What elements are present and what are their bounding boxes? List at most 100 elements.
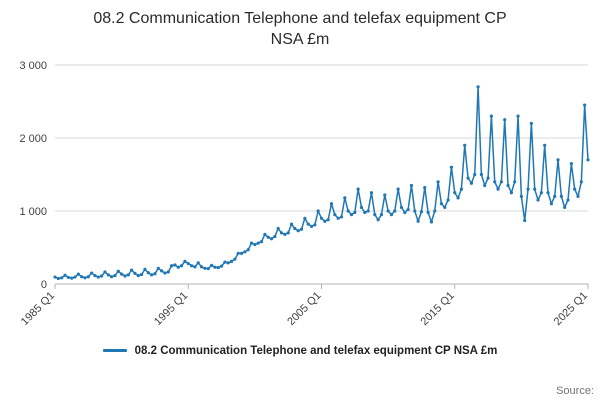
y-tick-label: 3 000 (19, 60, 47, 72)
data-point (366, 208, 370, 213)
chart-title-line-2: NSA £m (270, 30, 330, 48)
data-point (543, 143, 547, 147)
data-point (140, 272, 144, 276)
data-point (136, 273, 140, 277)
data-point (316, 208, 320, 213)
y-tick-label: 0 (41, 279, 47, 291)
data-point (566, 198, 570, 202)
data-point (289, 222, 294, 226)
data-point (423, 185, 427, 189)
data-point (286, 230, 290, 235)
data-point (536, 198, 540, 202)
data-point (576, 194, 580, 198)
data-point (213, 265, 217, 269)
data-point (436, 179, 440, 183)
data-point (146, 270, 150, 274)
data-point (399, 205, 404, 209)
data-point (100, 273, 104, 278)
x-tick-label: 1985 Q1 (19, 289, 57, 327)
data-point (329, 201, 334, 205)
data-point (80, 274, 84, 278)
data-point (473, 172, 477, 176)
data-point (309, 224, 314, 228)
data-point (116, 269, 120, 273)
data-point (583, 103, 587, 107)
line-chart-svg: 0 1 000 2 000 3 000 1985 Q1 1995 Q1 2005 Q1 201… (19, 60, 590, 328)
data-point (306, 222, 310, 226)
x-tick-label: 1995 Q1 (152, 289, 190, 327)
data-point (196, 260, 200, 265)
data-point (516, 114, 520, 118)
data-point (443, 205, 447, 209)
data-point (273, 234, 277, 238)
data-point (529, 121, 533, 125)
line-chart: 0 1 000 2 000 3 000 1985 Q1 1995 Q1 2005 Q1 201… (0, 51, 600, 343)
data-point (113, 273, 117, 277)
data-point (189, 263, 194, 267)
data-point (373, 212, 377, 216)
data-point (363, 210, 367, 214)
data-point (569, 161, 573, 165)
data-point (276, 226, 280, 230)
x-tick-label: 2005 Q1 (285, 289, 323, 327)
data-point (503, 117, 507, 121)
data-point (409, 183, 414, 187)
legend-line-swatch (102, 349, 127, 353)
data-point (153, 271, 157, 275)
data-point (403, 210, 407, 214)
data-point (279, 230, 284, 235)
data-point (226, 260, 230, 265)
data-point (559, 194, 563, 198)
data-point (463, 143, 467, 147)
data-point (523, 218, 527, 222)
data-point (426, 210, 430, 214)
data-point (150, 272, 154, 277)
chart-title-line-1: 08.2 Communication Telephone and telefax… (93, 10, 507, 27)
data-point (263, 232, 267, 236)
y-tick-label: 1 000 (19, 206, 47, 218)
data-point (76, 272, 80, 276)
data-point (486, 176, 490, 180)
data-point (393, 208, 397, 213)
data-point (229, 259, 234, 263)
data-point (579, 179, 583, 183)
data-point (533, 187, 537, 191)
data-point (199, 264, 204, 269)
data-point (339, 214, 344, 219)
x-tick-label: 2015 Q1 (419, 289, 457, 327)
data-point (433, 208, 437, 213)
data-point (160, 268, 164, 273)
data-point (573, 187, 577, 191)
data-point (526, 187, 530, 191)
data-point (416, 219, 420, 223)
data-point (546, 190, 550, 194)
data-point (269, 236, 274, 240)
data-point (219, 264, 224, 268)
data-point (323, 219, 327, 223)
data-point (283, 232, 287, 236)
data-point (143, 267, 147, 271)
data-point (466, 176, 470, 180)
data-point (336, 216, 340, 220)
data-point (519, 194, 523, 198)
data-point (179, 263, 184, 267)
data-point (413, 208, 417, 213)
data-point (216, 265, 220, 269)
data-point (233, 257, 237, 261)
data-point (296, 228, 300, 232)
data-point (63, 273, 67, 277)
data-point (333, 212, 337, 216)
data-point (449, 165, 454, 169)
data-point (299, 227, 304, 231)
data-point (469, 181, 474, 185)
legend: 08.2 Communication Telephone and telefax… (0, 345, 600, 357)
data-point (586, 157, 590, 162)
data-point (163, 271, 167, 275)
data-point (446, 198, 450, 202)
data-point (203, 266, 207, 270)
data-point (356, 187, 360, 191)
data-point (193, 264, 197, 269)
data-point (120, 272, 124, 276)
data-point (359, 205, 364, 209)
data-point (56, 276, 60, 280)
